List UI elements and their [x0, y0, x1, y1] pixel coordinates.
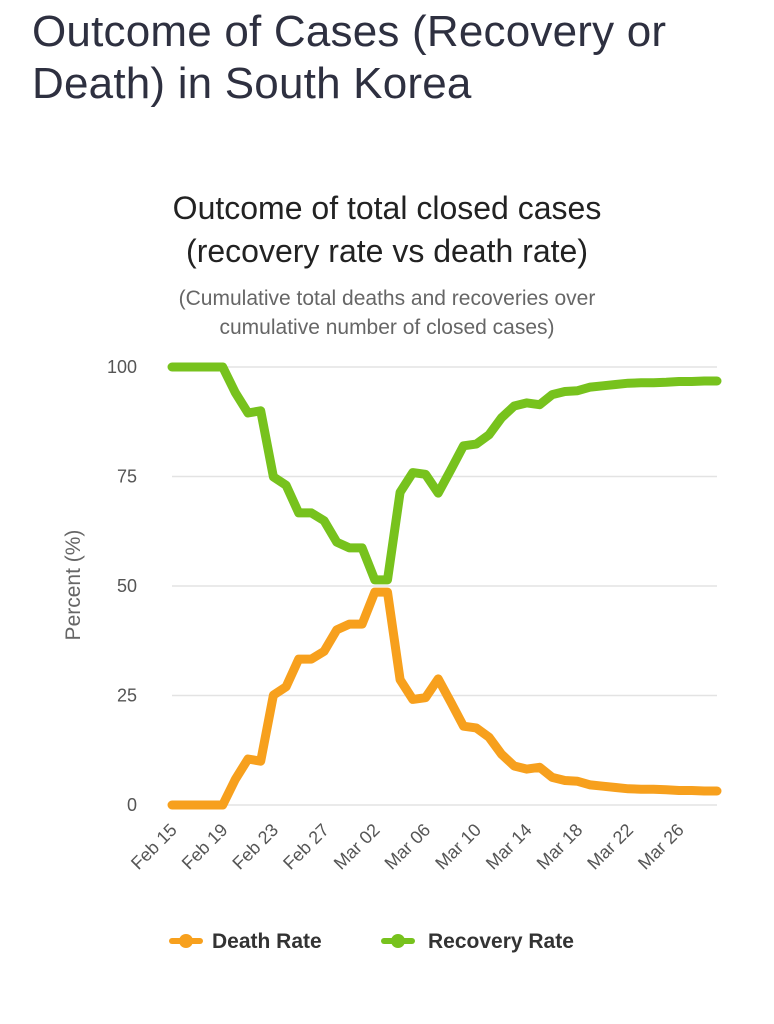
chart-title-line1: Outcome of total closed cases	[173, 190, 602, 226]
chart-subtitle-line2: cumulative number of closed cases)	[220, 316, 555, 339]
x-tick-label: Feb 19	[178, 820, 232, 874]
x-tick-label: Feb 23	[228, 820, 282, 874]
x-tick-label: Mar 26	[634, 820, 688, 874]
recovery-rate-line	[167, 362, 722, 585]
x-tick-label: Mar 22	[583, 820, 637, 874]
x-tick-label: Feb 15	[127, 820, 181, 874]
legend-marker-death-rate	[179, 934, 193, 948]
y-tick-label: 0	[127, 795, 137, 815]
legend-label-recovery-rate: Recovery Rate	[428, 930, 574, 953]
y-tick-label: 100	[107, 357, 137, 377]
chart-title-line2: (recovery rate vs death rate)	[186, 233, 588, 269]
death-rate-line	[167, 587, 722, 810]
x-tick-label: Feb 27	[279, 820, 333, 874]
x-tick-label: Mar 06	[381, 820, 435, 874]
grid-lines	[172, 366, 717, 806]
legend-label-death-rate: Death Rate	[212, 930, 322, 953]
series-lines	[167, 362, 722, 810]
legend-item-death-rate[interactable]: Death Rate	[169, 930, 322, 953]
y-tick-label: 50	[117, 576, 137, 596]
y-axis-ticks: 0 25 50 75 100	[107, 357, 137, 815]
x-tick-label: Mar 10	[431, 820, 485, 874]
y-tick-label: 75	[117, 467, 137, 487]
legend-marker-recovery-rate	[391, 934, 405, 948]
x-tick-label: Mar 18	[533, 820, 587, 874]
y-axis-label: Percent (%)	[62, 530, 85, 641]
chart-subtitle-line1: (Cumulative total deaths and recoveries …	[179, 287, 596, 310]
legend-item-recovery-rate[interactable]: Recovery Rate	[381, 930, 574, 953]
page-title: Outcome of Cases (Recovery or Death) in …	[32, 7, 667, 108]
x-tick-label: Mar 14	[482, 820, 536, 874]
x-tick-label: Mar 02	[330, 820, 384, 874]
y-tick-label: 25	[117, 686, 137, 706]
legend: Death Rate Recovery Rate	[169, 930, 574, 953]
